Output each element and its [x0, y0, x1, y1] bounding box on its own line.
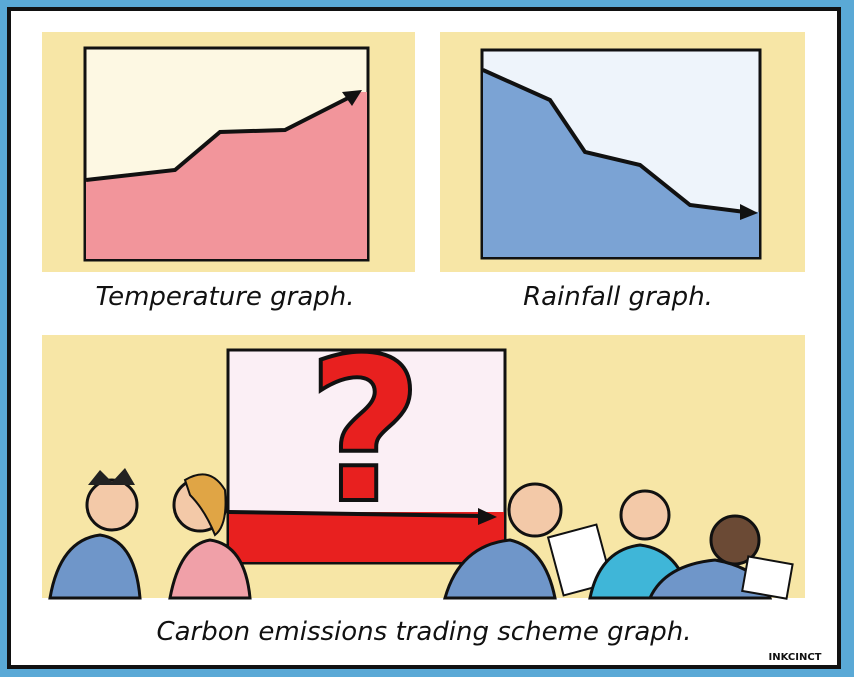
- page: {"panels": [{"caption": "Temperature gra…: [0, 0, 854, 677]
- caption: Carbon emissions trading scheme graph.: [156, 617, 691, 647]
- signature: INKCINCT: [769, 652, 822, 663]
- caption: Temperature graph.: [95, 282, 354, 312]
- question-mark: ?: [307, 315, 423, 548]
- cartoon: Temperature graph. Rainfall graph. ? Car…: [0, 0, 854, 677]
- caption: Rainfall graph.: [523, 282, 713, 312]
